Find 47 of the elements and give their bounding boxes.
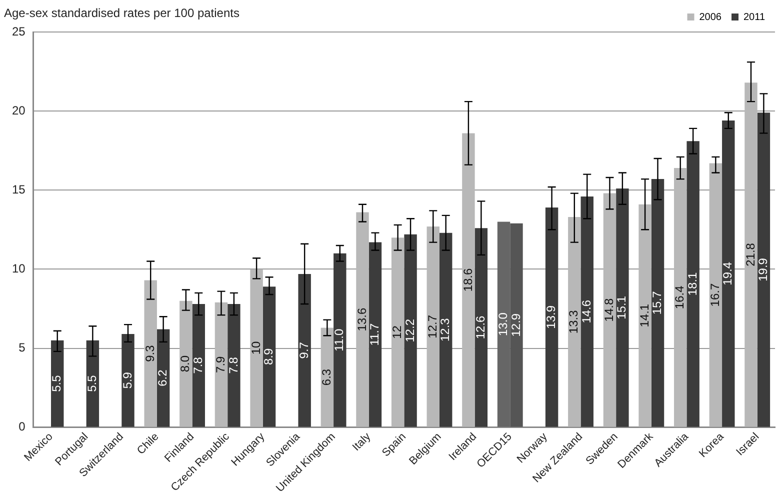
data-label: 13.3 (566, 310, 581, 334)
data-label: 16.4 (672, 285, 687, 310)
legend-label: 2011 (743, 12, 766, 23)
data-label: 18.6 (460, 268, 475, 292)
data-label: 19.9 (756, 258, 770, 282)
legend-label: 2006 (699, 12, 722, 23)
data-label: 14.6 (579, 300, 594, 324)
data-label: 12.9 (508, 313, 523, 337)
data-label: 9.3 (142, 344, 157, 362)
data-label: 5.5 (50, 374, 64, 392)
data-label: 6.3 (319, 368, 334, 386)
data-label: 8.9 (262, 348, 276, 366)
data-label: 12 (390, 325, 404, 339)
data-label: 18.1 (685, 272, 700, 296)
y-tick-label: 25 (12, 24, 26, 38)
data-label: 13.9 (544, 305, 558, 329)
y-tick-label: 15 (12, 182, 26, 196)
data-label: 5.5 (84, 374, 99, 392)
data-label: 15.7 (650, 290, 664, 315)
data-label: 8.0 (178, 355, 192, 372)
data-label: 11.0 (332, 328, 346, 352)
data-label: 11.7 (368, 323, 382, 346)
data-label: 14.8 (602, 298, 616, 322)
y-tick-label: 0 (18, 420, 26, 434)
data-label: 7.8 (226, 356, 240, 374)
data-label: 12.2 (402, 318, 417, 342)
data-label: 12.7 (425, 314, 440, 338)
x-tick-label: Italy (350, 430, 374, 454)
data-label: 12.6 (473, 315, 488, 340)
y-tick-label: 5 (18, 340, 26, 355)
data-label: 16.7 (708, 283, 722, 307)
y-axis-title: Age-sex standardised rates per 100 patients (4, 6, 240, 20)
data-label: 10 (248, 341, 263, 355)
data-label: 21.8 (743, 242, 758, 266)
data-label: 9.7 (296, 342, 311, 359)
data-label: 6.2 (156, 369, 170, 386)
data-label: 15.1 (614, 296, 629, 320)
data-label: 5.9 (120, 372, 134, 389)
data-label: 13.0 (496, 312, 510, 336)
data-label: 12.3 (438, 318, 452, 342)
data-label: 7.9 (214, 356, 228, 373)
data-label: 19.4 (720, 262, 735, 286)
data-label: 13.6 (354, 308, 369, 332)
data-label: 14.1 (637, 304, 652, 328)
y-tick-label: 20 (12, 103, 26, 118)
y-tick-label: 10 (12, 262, 26, 276)
data-label: 7.8 (190, 356, 205, 374)
